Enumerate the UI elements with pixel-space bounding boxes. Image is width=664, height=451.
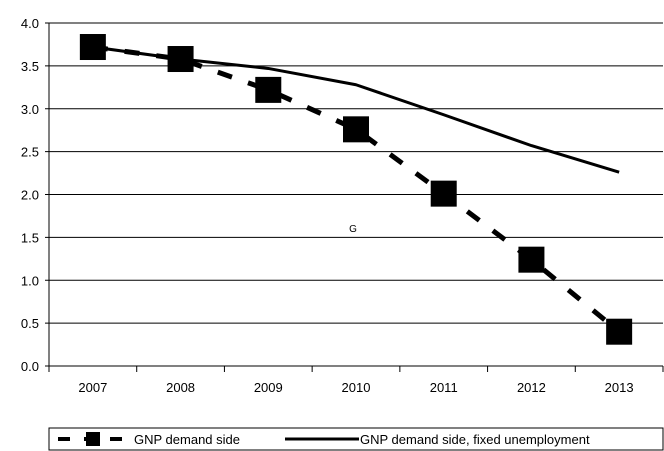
y-tick-label: 2.0 (21, 188, 39, 203)
x-tick-label: 2007 (78, 380, 107, 395)
y-tick-label: 1.5 (21, 230, 39, 245)
legend-box (48, 427, 664, 451)
data-point-square (255, 76, 282, 103)
y-tick-label: 3.0 (21, 102, 39, 117)
y-tick-label: 2.5 (21, 145, 39, 160)
data-point-square (343, 116, 369, 143)
data-series (79, 34, 633, 345)
x-tick-label: 2012 (517, 380, 546, 395)
x-tick-label: 2011 (430, 380, 458, 395)
y-tick-label: 3.5 (21, 59, 39, 74)
legend-label-fixed-unemployment: GNP demand side, fixed unemployment (360, 432, 590, 447)
y-tick-label: 1.0 (21, 273, 39, 288)
y-axis-tick-labels: 0.0 0.5 1.0 1.5 2.0 2.5 3.0 3.5 4.0 (21, 16, 39, 374)
data-point-square (430, 180, 457, 207)
series-line-0 (92, 44, 621, 334)
gridlines (49, 22, 663, 324)
annotation-text: G (349, 224, 357, 235)
data-point-square (606, 318, 633, 345)
x-tick-label: 2010 (342, 380, 371, 395)
legend-marker-gnp-demand-side (86, 432, 100, 446)
y-tick-label: 0.5 (21, 316, 39, 331)
y-tick-label: 4.0 (21, 16, 39, 31)
legend: GNP demand side GNP demand side, fixed u… (48, 427, 664, 451)
series-line-1 (92, 45, 620, 174)
x-tick-label: 2008 (166, 380, 195, 395)
x-axis-tick-labels: 2007 2008 2009 2010 2011 2012 2013 (78, 380, 633, 395)
x-tick-label: 2013 (605, 380, 634, 395)
axes (45, 22, 664, 372)
y-tick-label: 0.0 (21, 359, 39, 374)
data-point-square (518, 246, 545, 273)
annotations: G (349, 224, 357, 235)
legend-label-gnp-demand-side: GNP demand side (134, 432, 240, 447)
x-tick-label: 2009 (254, 380, 283, 395)
